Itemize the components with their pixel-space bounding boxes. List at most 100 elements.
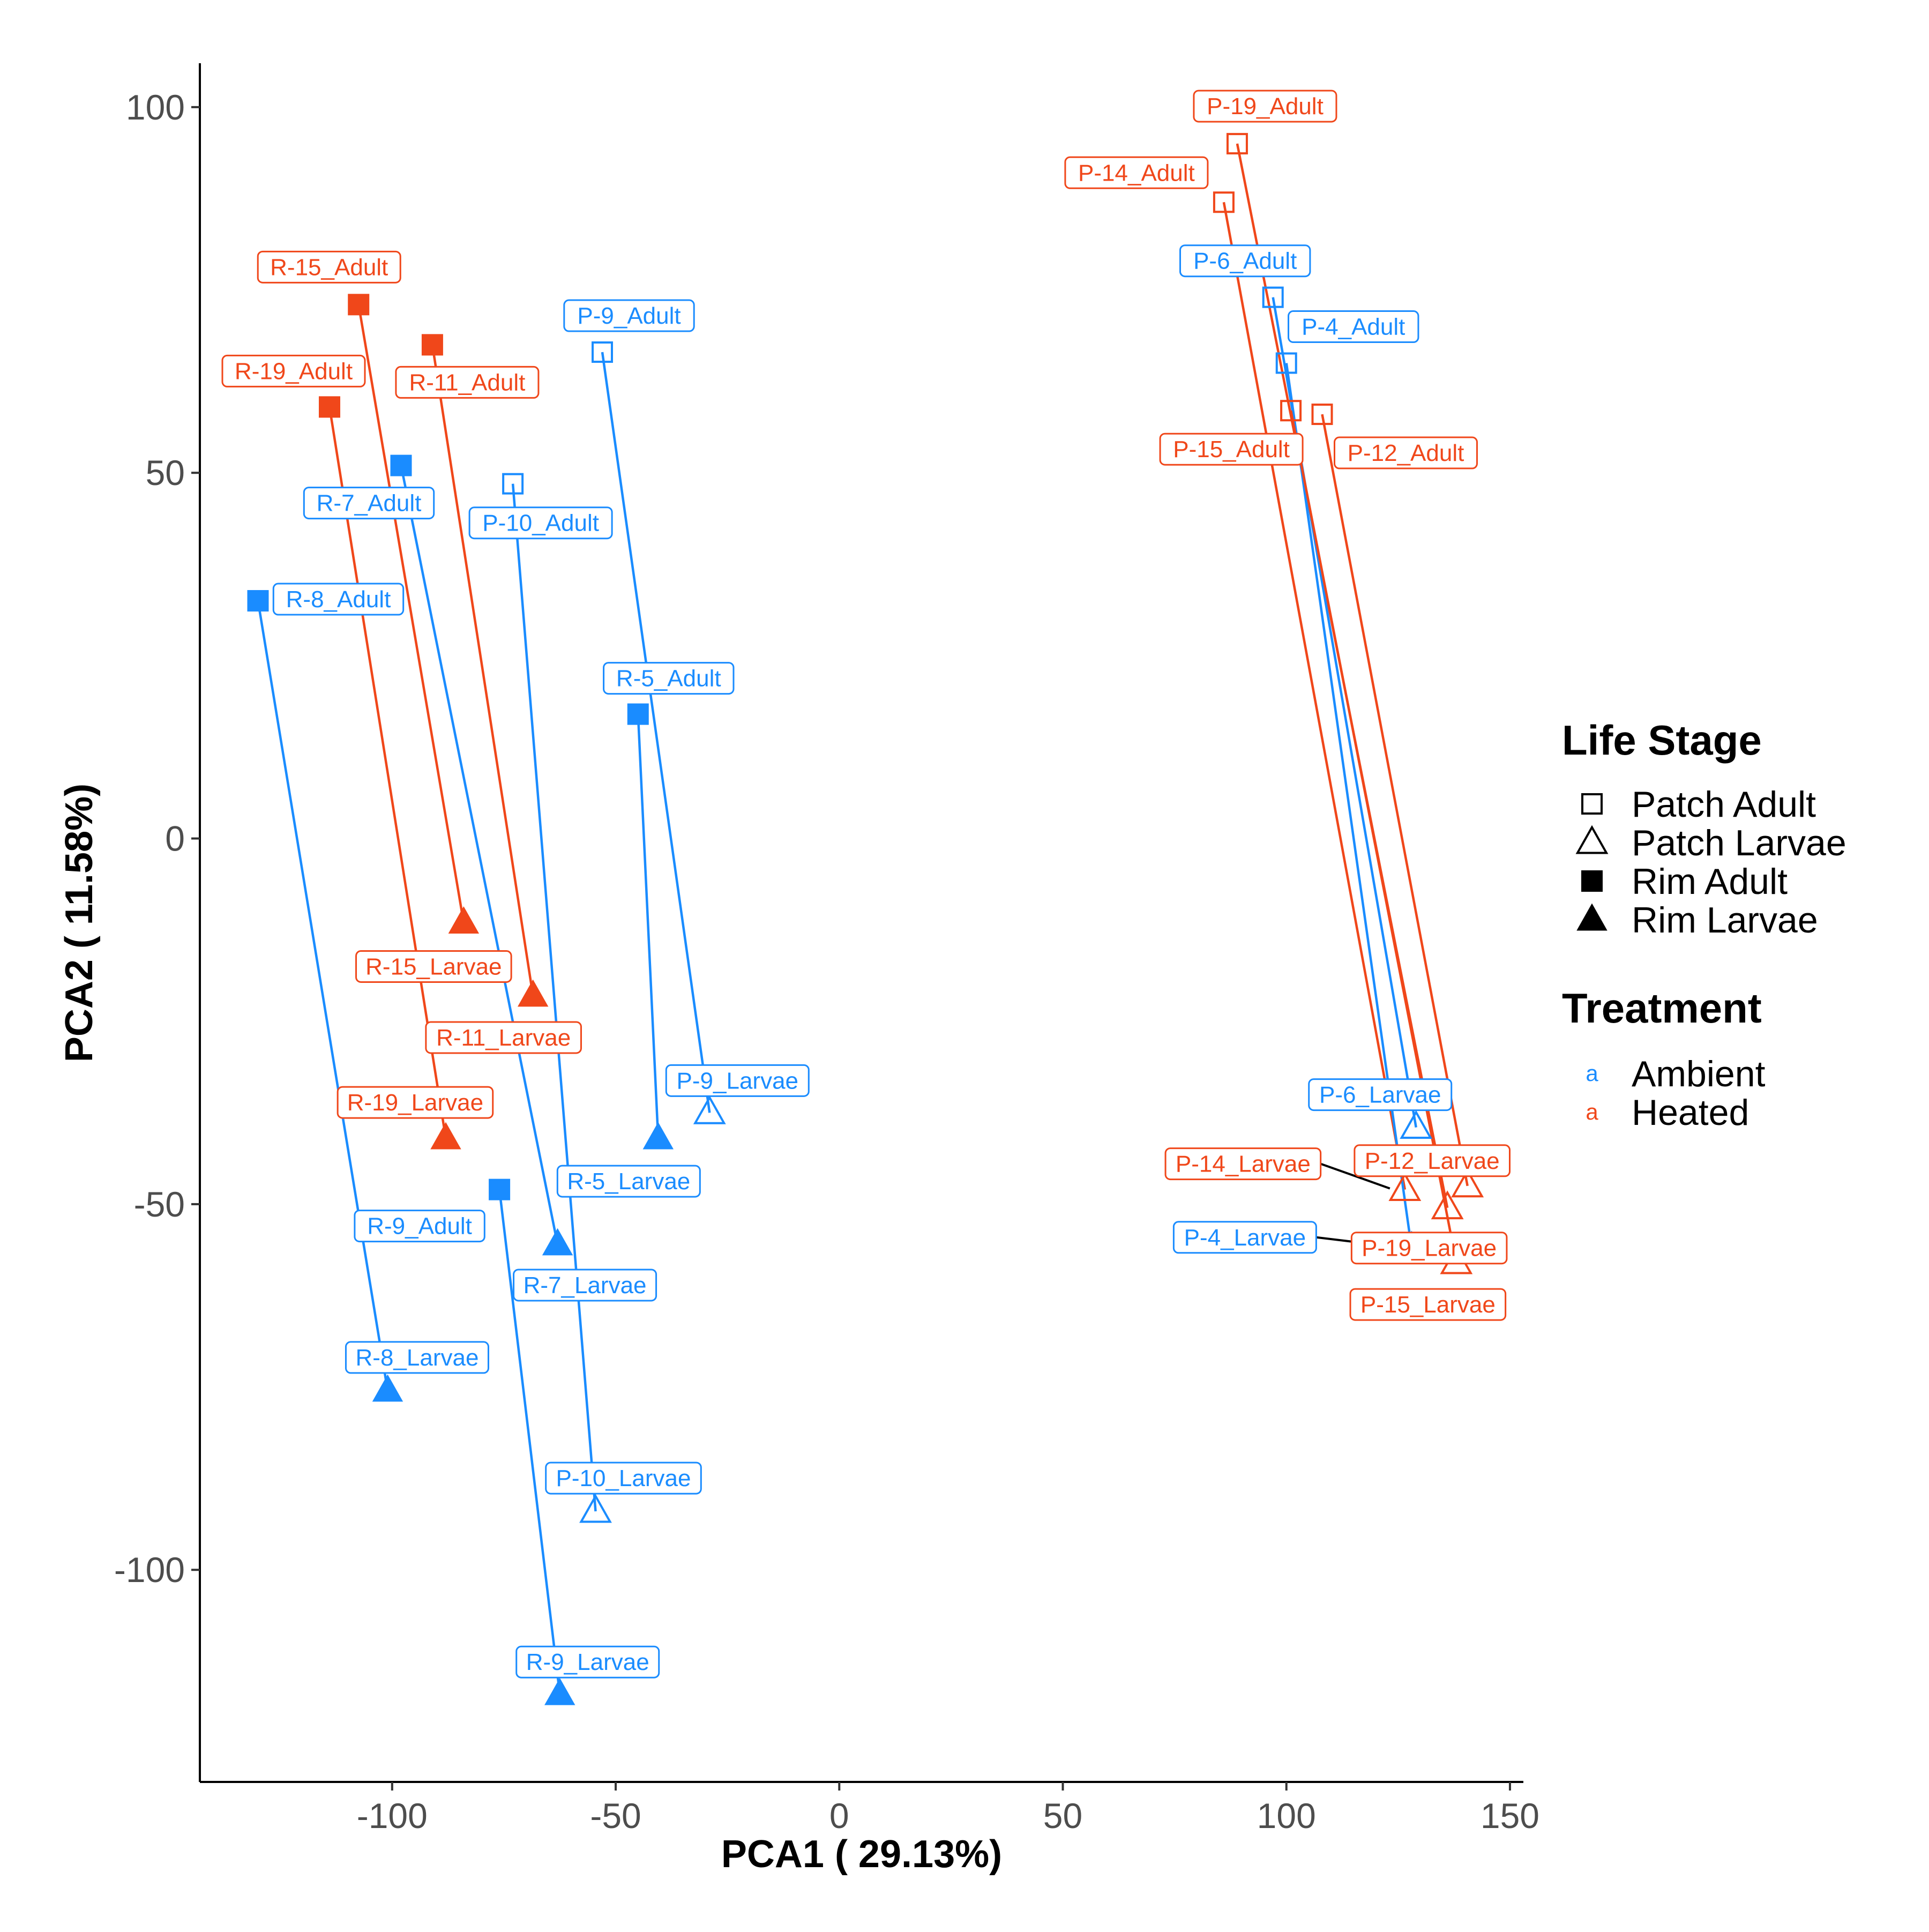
data-points xyxy=(247,133,1484,1705)
label-text: P-12_Larvae xyxy=(1365,1148,1500,1174)
leader-p-14-larvae xyxy=(1320,1162,1390,1190)
point-r-11-adult xyxy=(421,334,443,356)
label-box xyxy=(221,354,366,387)
point-r-15-adult xyxy=(348,294,370,316)
label-box xyxy=(1179,244,1311,278)
y-ticks: 100 50 0 -50 -100 xyxy=(114,87,200,1590)
point-labels: R-15_Adult R-19_Adult R-11_Adult R-7_Adult R… xyxy=(221,89,1511,1679)
point-r-7-larvae xyxy=(542,1228,573,1256)
point-r-11-larvae xyxy=(517,979,549,1007)
label-r-15-adult: R-15_Adult xyxy=(257,250,401,284)
label-box xyxy=(1164,1147,1322,1181)
axes xyxy=(199,63,1523,1783)
label-text: R-5_Larvae xyxy=(567,1168,690,1195)
label-box xyxy=(395,365,540,399)
label-text: P-9_Larvae xyxy=(677,1068,798,1094)
y-axis-title: PCA2 ( 11.58%) xyxy=(58,784,101,1062)
label-r-7-larvae: R-7_Larvae xyxy=(513,1269,657,1302)
x-axis-title: PCA1 ( 29.13%) xyxy=(721,1833,1002,1876)
legend-treatment-items: a Ambient a Heated xyxy=(1586,1054,1765,1133)
connector-p-10-adult xyxy=(511,483,597,1512)
y-tick-label: 50 xyxy=(146,453,185,493)
y-tick-label: -100 xyxy=(114,1550,185,1590)
connector-r-11-adult xyxy=(431,345,534,996)
point-p-10-adult xyxy=(502,473,524,495)
label-text: P-14_Adult xyxy=(1078,160,1195,186)
point-r-19-adult xyxy=(318,396,340,418)
label-text: P-6_Adult xyxy=(1193,248,1297,274)
label-box xyxy=(354,1210,485,1243)
connector-r-19-adult xyxy=(328,407,447,1139)
x-tick-label: -100 xyxy=(357,1796,428,1836)
connector-r-7-adult xyxy=(400,465,559,1245)
label-text: R-7_Larvae xyxy=(524,1272,647,1299)
x-tick-label: 100 xyxy=(1257,1796,1316,1836)
label-text: P-6_Larvae xyxy=(1319,1082,1441,1108)
label-text: R-7_Adult xyxy=(317,490,422,517)
label-box xyxy=(1308,1078,1453,1112)
label-text: R-11_Larvae xyxy=(436,1025,571,1051)
label-p-6-larvae: P-6_Larvae xyxy=(1308,1078,1453,1112)
y-tick-label: 100 xyxy=(126,87,185,127)
point-r-9-larvae xyxy=(544,1677,575,1705)
label-text: R-5_Adult xyxy=(616,666,721,692)
label-box xyxy=(1193,89,1337,123)
label-box xyxy=(1288,310,1419,344)
x-tick-label: 150 xyxy=(1481,1796,1539,1836)
point-r-9-adult xyxy=(489,1178,511,1200)
label-box xyxy=(515,1645,660,1679)
label-r-8-larvae: R-8_Larvae xyxy=(345,1341,489,1374)
label-p-15-adult: P-15_Adult xyxy=(1159,432,1304,466)
legend-treatment-title: Treatment xyxy=(1562,984,1762,1032)
label-text: R-19_Larvae xyxy=(347,1090,483,1116)
point-p-9-adult xyxy=(592,341,614,363)
label-box xyxy=(1354,1144,1511,1177)
point-r-8-larvae xyxy=(372,1374,403,1402)
label-r-19-adult: R-19_Adult xyxy=(221,354,366,387)
label-text: P-19_Adult xyxy=(1207,93,1324,120)
label-r-11-larvae: R-11_Larvae xyxy=(425,1021,582,1054)
legend-item-heated: Heated xyxy=(1632,1092,1749,1133)
legend-item-rim-larvae: Rim Larvae xyxy=(1632,900,1818,941)
legend-key-rim-adult xyxy=(1581,870,1603,892)
label-text: R-19_Adult xyxy=(235,358,353,384)
point-r-19-larvae xyxy=(430,1122,461,1150)
label-box xyxy=(563,299,695,332)
point-p-10-larvae xyxy=(579,1494,612,1523)
legend-key-patch-larvae xyxy=(1575,825,1609,854)
label-p-19-adult: P-19_Adult xyxy=(1193,89,1337,123)
label-text: P-10_Larvae xyxy=(556,1465,691,1491)
label-p-10-larvae: P-10_Larvae xyxy=(545,1461,702,1495)
x-ticks: -100 -50 0 50 100 150 xyxy=(357,1782,1539,1836)
label-box xyxy=(303,487,435,520)
legend-item-rim-adult: Rim Adult xyxy=(1632,861,1788,902)
label-r-7-adult: R-7_Adult xyxy=(303,487,435,520)
point-p-15-adult xyxy=(1280,400,1302,422)
point-r-5-adult xyxy=(627,703,649,725)
label-p-12-larvae: P-12_Larvae xyxy=(1354,1144,1511,1177)
label-p-12-adult: P-12_Adult xyxy=(1333,436,1478,469)
point-p-6-adult xyxy=(1262,286,1284,308)
label-p-14-adult: P-14_Adult xyxy=(1064,156,1209,189)
label-text: R-8_Larvae xyxy=(356,1345,479,1371)
y-tick-label: -50 xyxy=(134,1184,185,1224)
label-box xyxy=(556,1165,701,1198)
point-r-5-larvae xyxy=(642,1122,674,1150)
label-box xyxy=(345,1341,489,1374)
label-box xyxy=(468,506,613,540)
label-box xyxy=(355,950,512,983)
legend-key-ambient: a xyxy=(1586,1061,1598,1086)
connector-r-15-adult xyxy=(357,304,465,923)
label-box xyxy=(1064,156,1209,189)
point-p-6-larvae xyxy=(1400,1110,1433,1139)
label-box xyxy=(337,1086,494,1119)
label-r-8-adult: R-8_Adult xyxy=(272,583,405,616)
label-box xyxy=(1172,1221,1317,1254)
label-box xyxy=(1350,1232,1508,1265)
legend-item-patch-larvae: Patch Larvae xyxy=(1632,823,1846,863)
label-p-9-larvae: P-9_Larvae xyxy=(665,1064,810,1097)
legend-life-stage-title: Life Stage xyxy=(1562,717,1762,764)
y-tick-label: 0 xyxy=(165,819,185,859)
x-tick-label: 0 xyxy=(829,1796,849,1836)
